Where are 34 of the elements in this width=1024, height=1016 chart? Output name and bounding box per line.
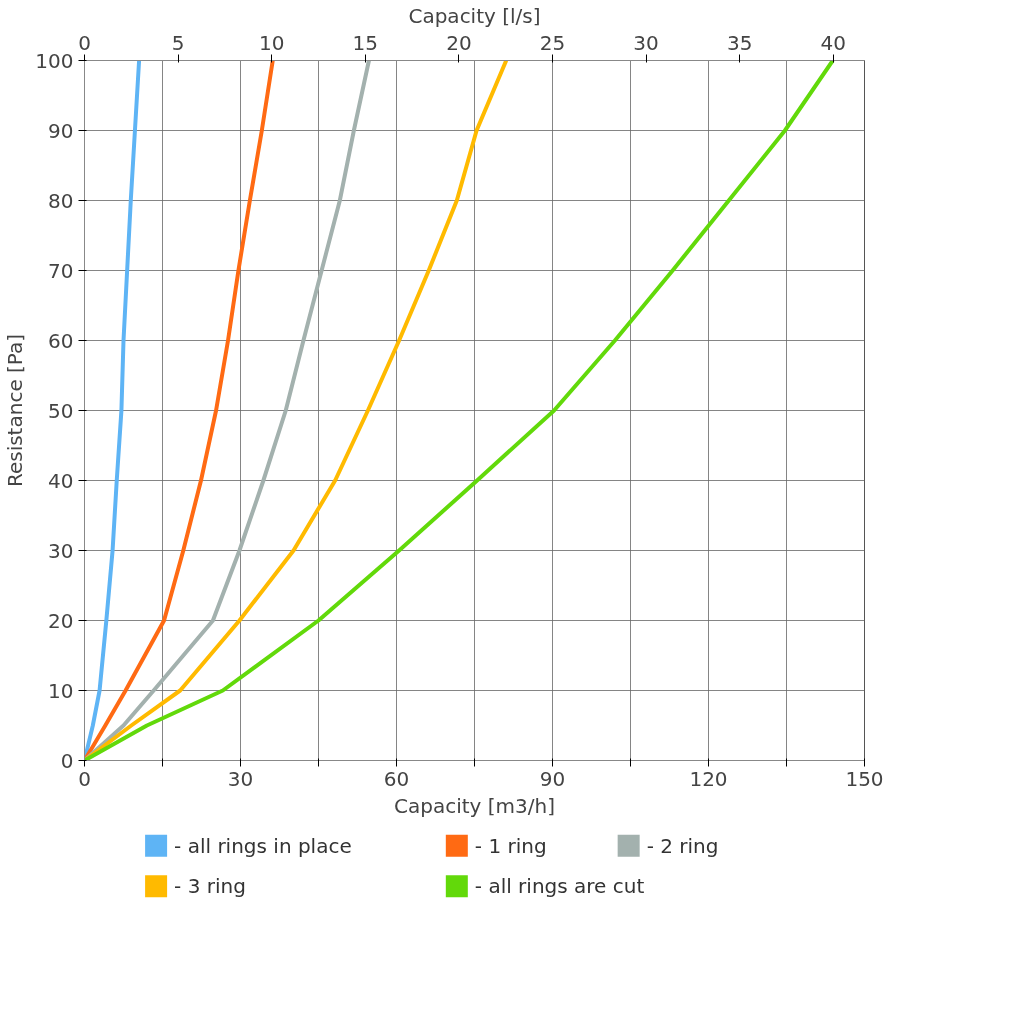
legend-label: - 3 ring bbox=[174, 874, 246, 899]
x-tick-label: 90 bbox=[539, 766, 566, 791]
x-tick-label: 120 bbox=[689, 766, 728, 791]
x2-tick-label: 25 bbox=[539, 30, 566, 55]
x2-tick-label: 30 bbox=[633, 30, 659, 55]
x-tick-label: 0 bbox=[78, 766, 91, 791]
y-tick-label: 90 bbox=[48, 118, 74, 143]
y-tick-label: 20 bbox=[48, 608, 74, 633]
x-tick-label: 30 bbox=[227, 766, 254, 791]
x2-tick-label: 10 bbox=[258, 30, 285, 55]
legend-label: - 1 ring bbox=[474, 833, 547, 858]
x-tick-label: 60 bbox=[383, 766, 410, 791]
y-tick-label: 0 bbox=[60, 748, 74, 773]
x2-axis-title: Capacity [l/s] bbox=[408, 3, 541, 28]
y-tick-label: 60 bbox=[48, 328, 74, 353]
x2-tick-label: 5 bbox=[171, 30, 185, 55]
y-tick-label: 40 bbox=[48, 468, 74, 493]
x2-tick-label: 0 bbox=[78, 30, 91, 55]
x2-tick-label: 35 bbox=[726, 30, 753, 55]
x-tick-label: 150 bbox=[845, 766, 884, 791]
legend-label: - 2 ring bbox=[646, 833, 719, 858]
x2-tick-label: 20 bbox=[446, 30, 472, 55]
legend-label: - all rings in place bbox=[174, 833, 352, 858]
y-tick-label: 10 bbox=[48, 678, 74, 703]
y-tick-label: 70 bbox=[48, 258, 74, 283]
legend-label: - all rings are cut bbox=[474, 874, 645, 899]
x2-tick-label: 40 bbox=[820, 30, 847, 55]
x-axis-title: Capacity [m3/h] bbox=[394, 793, 556, 818]
y-tick-label: 100 bbox=[35, 48, 74, 73]
y-tick-label: 30 bbox=[48, 538, 74, 563]
y-tick-label: 80 bbox=[48, 188, 74, 213]
x2-tick-label: 15 bbox=[352, 30, 379, 55]
y-axis-title: Resistance [Pa] bbox=[3, 333, 28, 488]
y-tick-label: 50 bbox=[48, 398, 74, 423]
